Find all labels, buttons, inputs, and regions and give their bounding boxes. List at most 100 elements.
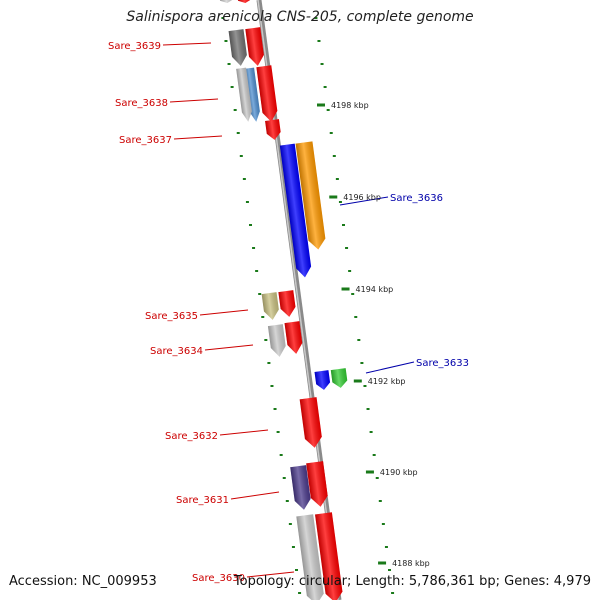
- track-dot: [227, 63, 231, 65]
- track-dot: [239, 155, 243, 157]
- accession-text: Accession: NC_009953: [9, 574, 157, 589]
- track-dot: [335, 178, 339, 180]
- gene-label-Sare_3637[interactable]: Sare_3637: [119, 135, 172, 146]
- leader-line: [169, 98, 219, 103]
- track-dot: [342, 224, 345, 226]
- track-dot: [255, 270, 259, 272]
- track-dot: [245, 201, 249, 203]
- track-dot: [381, 523, 385, 525]
- gene-label-Sare_3638[interactable]: Sare_3638: [115, 98, 168, 109]
- gene-Sare_3633b[interactable]: [314, 370, 331, 391]
- track-dot: [279, 454, 283, 456]
- track-dot: [332, 155, 336, 157]
- track-dot: [320, 63, 324, 65]
- tick-label: 4192 kbp: [368, 377, 406, 386]
- track-dot: [391, 592, 395, 594]
- gene-Sare_3638[interactable]: [256, 65, 278, 122]
- gene-Sare_3634[interactable]: [284, 321, 304, 355]
- gene-Sare_3637[interactable]: [265, 119, 282, 141]
- track-dot: [264, 339, 268, 341]
- tick-label: 4198 kbp: [331, 101, 369, 110]
- track-dot: [282, 477, 286, 479]
- track-dot: [329, 132, 333, 134]
- leader-line: [204, 344, 254, 351]
- position-ticks: 4198 kbp 4196 kbp 4194 kbp 4192 kbp 4190 kbp…: [317, 101, 430, 568]
- leader-line: [339, 196, 389, 206]
- track-dot: [258, 293, 262, 295]
- track-dot: [351, 293, 355, 295]
- track-dot: [357, 339, 361, 341]
- gene-g-top-b[interactable]: [219, 0, 234, 4]
- gene-Sare_3638b[interactable]: [244, 67, 261, 123]
- track-dot: [267, 362, 271, 364]
- leader-line: [230, 491, 280, 500]
- gene-label-Sare_3634[interactable]: Sare_3634: [150, 346, 203, 357]
- track-dot: [236, 132, 240, 134]
- gene-g-top-a[interactable]: [237, 0, 252, 4]
- track-dot: [291, 546, 295, 548]
- gene-Sare_3631b[interactable]: [290, 465, 312, 511]
- track-dot: [354, 316, 358, 318]
- gene-label-Sare_3639[interactable]: Sare_3639: [108, 41, 161, 52]
- track-dot: [224, 40, 228, 42]
- track-dot: [363, 385, 367, 387]
- track-dot: [285, 500, 289, 502]
- tick-mark: [341, 287, 350, 291]
- tick-mark: [353, 379, 362, 383]
- track-dot: [388, 569, 391, 571]
- track-dot: [378, 500, 382, 502]
- gene-Sare_3631[interactable]: [306, 461, 329, 508]
- track-dot: [326, 109, 330, 111]
- tick-label: 4196 kbp: [343, 193, 381, 202]
- track-dot: [288, 523, 292, 525]
- track-dot: [372, 454, 376, 456]
- tick-mark: [365, 470, 374, 474]
- track-dot: [261, 316, 265, 318]
- map-title: Salinispora arenicola CNS-205, complete …: [126, 9, 474, 25]
- tick-mark: [317, 103, 325, 107]
- gene-Sare_3633[interactable]: [330, 368, 348, 389]
- gene-Sare_3632[interactable]: [299, 397, 323, 449]
- track-dot: [295, 569, 298, 571]
- track-dot: [314, 17, 318, 19]
- gene-Sare_3638c[interactable]: [236, 67, 253, 123]
- tick-label: 4194 kbp: [356, 285, 394, 294]
- track-dot: [369, 431, 373, 433]
- track-dot: [221, 17, 225, 19]
- track-dot: [249, 224, 252, 226]
- gene-Sare_3635[interactable]: [278, 290, 296, 318]
- gene-labels: Sare_3639 Sare_3638 Sare_3637 Sare_3636 Sare…: [108, 41, 469, 584]
- track-dot: [384, 546, 388, 548]
- gene-Sare_3630b[interactable]: [296, 514, 325, 600]
- track-dot: [273, 408, 277, 410]
- gene-Sare_3636b[interactable]: [279, 143, 313, 279]
- track-dot: [366, 408, 370, 410]
- tick-label: 4190 kbp: [380, 468, 418, 477]
- gene-Sare_3639[interactable]: [245, 27, 265, 67]
- leader-line: [219, 429, 269, 436]
- gene-features: [219, 0, 348, 600]
- gene-Sare_3639b[interactable]: [228, 29, 249, 67]
- gene-Sare_3635b[interactable]: [261, 292, 280, 321]
- gene-label-Sare_3633[interactable]: Sare_3633: [416, 358, 469, 369]
- gene-label-Sare_3635[interactable]: Sare_3635: [145, 311, 198, 322]
- gene-label-Sare_3636[interactable]: Sare_3636: [390, 193, 443, 204]
- track-dot: [345, 247, 349, 249]
- gene-Sare_3634b[interactable]: [267, 324, 287, 358]
- genome-summary-text: Topology: circular; Length: 5,786,361 bp…: [233, 574, 591, 589]
- tick-mark: [329, 195, 338, 199]
- gene-Sare_3636[interactable]: [295, 141, 327, 250]
- outer-dotted-track: [314, 17, 395, 594]
- leader-line: [246, 571, 295, 578]
- gene-label-Sare_3632[interactable]: Sare_3632: [165, 431, 218, 442]
- gene-label-Sare_3631[interactable]: Sare_3631: [176, 495, 229, 506]
- track-dot: [252, 247, 256, 249]
- track-dot: [317, 40, 321, 42]
- gene-Sare_3630[interactable]: [315, 512, 344, 600]
- track-dot: [298, 592, 302, 594]
- track-dot: [360, 362, 364, 364]
- track-dot: [242, 178, 246, 180]
- track-dot: [230, 86, 234, 88]
- gene-label-Sare_3630[interactable]: Sare_3630: [192, 573, 245, 584]
